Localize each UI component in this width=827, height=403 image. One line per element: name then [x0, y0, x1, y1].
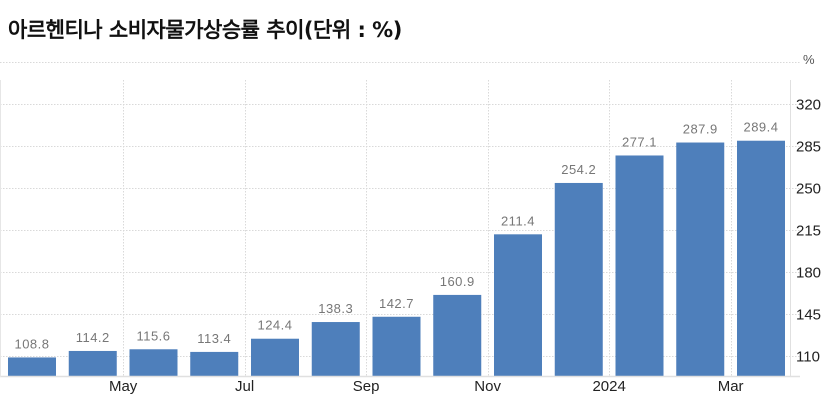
- bar-value-label: 142.7: [379, 296, 414, 311]
- y-tick-label: 215: [796, 222, 822, 240]
- bar-value-label: 211.4: [501, 213, 535, 228]
- chart-title: 아르헨티나 소비자물가상승률 추이(단위 : %): [8, 18, 402, 42]
- bar-2023-09[interactable]: [311, 322, 360, 376]
- bar-2024-04[interactable]: [737, 140, 785, 376]
- bar-2023-12[interactable]: [494, 234, 542, 376]
- bar-value-label: 254.2: [561, 162, 596, 177]
- bar-2024-03[interactable]: [676, 142, 725, 376]
- bar-2023-06[interactable]: [129, 349, 178, 376]
- x-tick-label: Sep: [352, 378, 380, 395]
- bar-2023-11[interactable]: [433, 294, 482, 376]
- x-tick-label: 2024: [592, 378, 626, 395]
- bar-2024-01[interactable]: [554, 182, 603, 376]
- bar-2023-07[interactable]: [190, 351, 239, 376]
- y-tick-label: 145: [796, 306, 822, 324]
- x-tick-label: Nov: [474, 378, 501, 395]
- bar-2023-04[interactable]: [8, 357, 56, 376]
- bar-value-label: 138.3: [318, 301, 353, 316]
- bar-2023-05[interactable]: [68, 350, 117, 376]
- y-tick-label: 285: [796, 138, 822, 156]
- bar-value-label: 108.8: [14, 336, 49, 351]
- y-tick-label: 110: [796, 348, 820, 366]
- bar-2023-10[interactable]: [372, 316, 421, 376]
- bar-value-label: 113.4: [197, 331, 231, 346]
- bar-value-label: 124.4: [257, 318, 292, 333]
- bar-value-label: 287.9: [683, 122, 718, 137]
- y-tick-label: 320: [796, 96, 822, 114]
- bar-value-labels: 108.8 114.2 115.6 113.4 124.4 138.3 142.7 160.9…: [14, 120, 778, 352]
- bar-value-label: 277.1: [622, 134, 657, 149]
- gridlines: [0, 62, 800, 376]
- bar-value-label: 114.2: [76, 330, 110, 345]
- bar-value-label: 160.9: [440, 274, 475, 289]
- bar-2024-02[interactable]: [615, 155, 664, 376]
- x-tick-label: May: [108, 378, 138, 395]
- bars: [8, 140, 785, 376]
- bar-value-label: 115.6: [136, 328, 170, 343]
- y-tick-label: 250: [796, 180, 822, 198]
- x-tick-label: Mar: [717, 378, 744, 395]
- y-tick-label: 180: [796, 264, 822, 282]
- bar-value-label: 289.4: [743, 120, 778, 135]
- bar-2023-08[interactable]: [251, 338, 299, 376]
- x-tick-label: Jul: [235, 378, 255, 395]
- y-axis-unit-label: %: [803, 52, 815, 67]
